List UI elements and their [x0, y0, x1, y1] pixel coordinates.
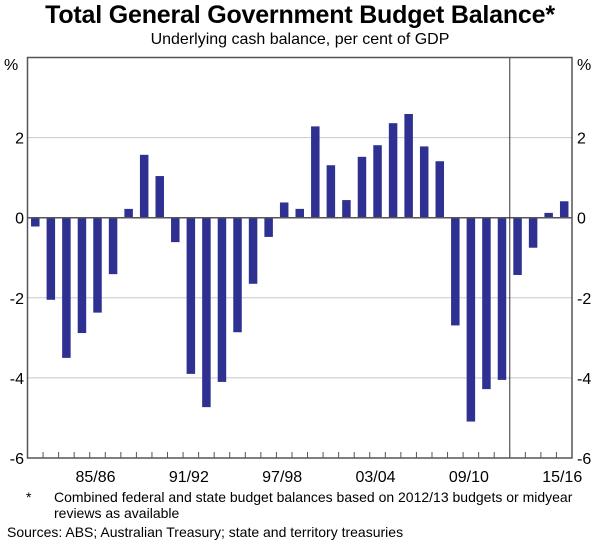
chart-title: Total General Government Budget Balance* — [45, 1, 555, 29]
footnote: Combined federal and state budget balanc… — [54, 489, 573, 521]
gridlines — [27, 137, 572, 379]
x-axis-labels: 85/86 91/92 97/98 03/04 09/10 15/16 — [75, 469, 582, 486]
bar-94-95 — [233, 217, 242, 333]
bar-87-88 — [124, 208, 133, 218]
footnote-marker: * — [26, 489, 32, 505]
bar-91-92 — [186, 217, 196, 374]
bar-02-03 — [357, 156, 367, 218]
bar-07-08 — [435, 161, 445, 218]
bar-11-12 — [497, 217, 507, 380]
x-tick-label: 03/04 — [356, 469, 396, 486]
y-tick-label-right: -6 — [577, 451, 591, 468]
bar-15-16 — [559, 201, 569, 218]
plot-border — [26, 56, 573, 459]
bar-98-99 — [295, 208, 304, 218]
x-ticks — [42, 452, 557, 458]
y-tick-label-left: -2 — [10, 291, 24, 308]
chart-subtitle: Underlying cash balance, per cent of GDP — [150, 31, 450, 48]
bar-81-82 — [31, 217, 40, 227]
bar-92-93 — [202, 217, 211, 408]
y-tick-label-right: 0 — [577, 211, 586, 228]
y-unit-left: % — [4, 57, 18, 74]
bar-13-14 — [528, 217, 538, 248]
x-tick-label: 15/16 — [542, 469, 582, 486]
bar-01-02 — [342, 200, 351, 218]
plot-frame — [26, 56, 573, 459]
bar-96-97 — [264, 217, 273, 237]
bar-99-00 — [311, 126, 320, 218]
bars — [31, 113, 569, 422]
y-tick-label-left: 2 — [15, 131, 24, 148]
y-tick-label-left: 0 — [15, 211, 24, 228]
bar-04-05 — [388, 123, 398, 218]
bar-97-98 — [279, 202, 289, 218]
bar-85-86 — [93, 217, 102, 313]
bar-08-09 — [451, 217, 460, 326]
bar-10-11 — [482, 217, 491, 390]
x-tick-label: 85/86 — [75, 469, 115, 486]
x-tick-label: 91/92 — [169, 469, 209, 486]
bar-93-94 — [217, 217, 227, 382]
bar-05-06 — [404, 113, 413, 218]
x-tick-label: 97/98 — [262, 469, 302, 486]
y-tick-label-left: -4 — [10, 371, 24, 388]
bar-03-04 — [373, 145, 382, 218]
sources-note: Sources: ABS; Australian Treasury; state… — [7, 524, 404, 540]
bar-12-13 — [513, 217, 522, 275]
bar-90-91 — [171, 217, 180, 243]
bar-09-10 — [466, 217, 476, 422]
bar-00-01 — [326, 165, 336, 218]
y-tick-label-left: -6 — [10, 451, 24, 468]
bar-86-87 — [108, 217, 118, 275]
bar-95-96 — [248, 217, 258, 284]
bar-89-90 — [155, 176, 164, 218]
bar-88-89 — [139, 154, 149, 218]
bar-14-15 — [544, 212, 553, 218]
bar-84-85 — [77, 217, 87, 334]
y-tick-label-right: -2 — [577, 291, 591, 308]
bar-83-84 — [62, 217, 71, 358]
bar-06-07 — [419, 146, 429, 218]
y-unit-right: % — [577, 57, 591, 74]
y-axis-right: -6 -4 -2 0 2 — [577, 131, 591, 468]
y-axis-left: -6 -4 -2 0 2 — [10, 131, 24, 468]
x-tick-label: 09/10 — [449, 469, 489, 486]
bar-82-83 — [46, 217, 56, 300]
y-tick-label-right: 2 — [577, 131, 586, 148]
y-tick-label-right: -4 — [577, 371, 591, 388]
